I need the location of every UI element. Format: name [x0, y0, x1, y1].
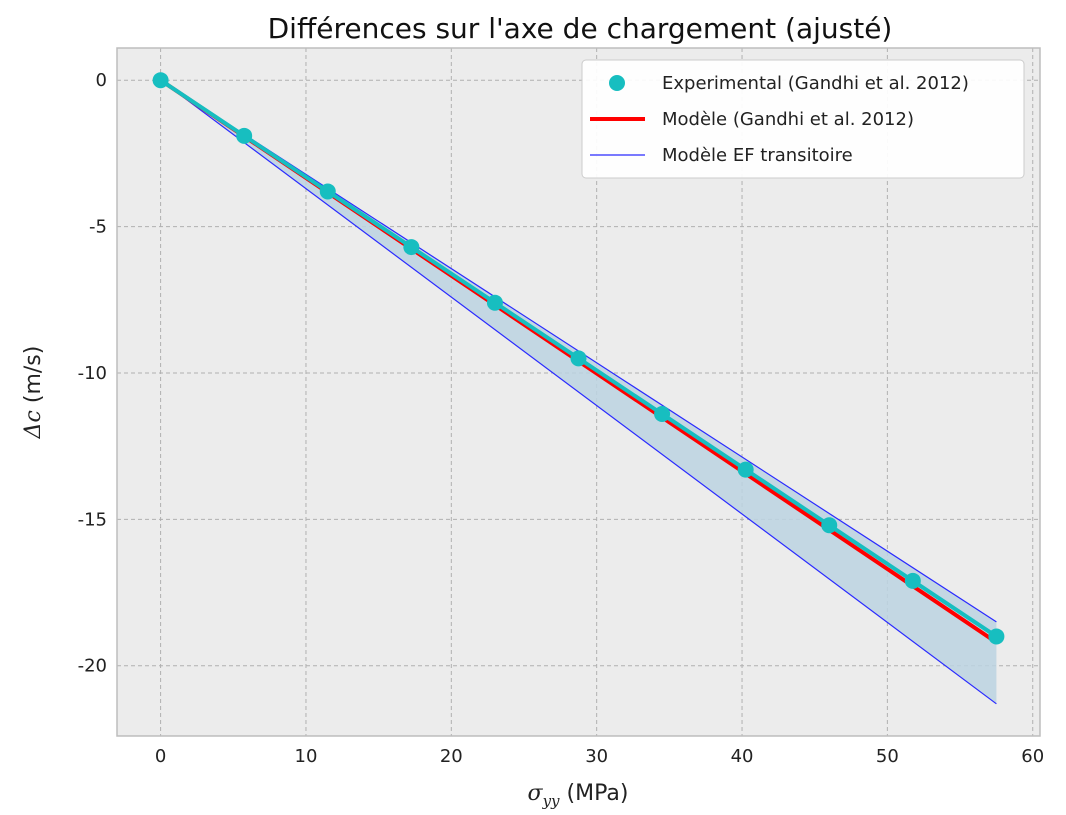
x-tick-label: 60	[1021, 746, 1044, 767]
experimental-point	[571, 350, 587, 366]
experimental-point	[236, 128, 252, 144]
y-axis-symbol: Δc	[21, 410, 46, 439]
experimental-point	[905, 573, 921, 589]
chart-title: Différences sur l'axe de chargement (aju…	[268, 12, 893, 45]
x-axis-symbol: σ	[528, 781, 544, 806]
x-axis-subscript: yy	[542, 792, 560, 810]
x-axis-label: σyy (MPa)	[528, 781, 629, 810]
legend-label-experimental: Experimental (Gandhi et al. 2012)	[662, 73, 969, 94]
legend-label-fe-model: Modèle EF transitoire	[662, 145, 853, 166]
experimental-point	[738, 462, 754, 478]
experimental-point	[487, 295, 503, 311]
experimental-point	[153, 72, 169, 88]
y-tick-label: -20	[78, 656, 107, 677]
experimental-point	[988, 628, 1004, 644]
y-tick-label: 0	[96, 70, 107, 91]
x-tick-label: 20	[440, 746, 463, 767]
x-tick-label: 50	[876, 746, 899, 767]
y-axis-unit: (m/s)	[21, 346, 46, 410]
x-tick-label: 40	[731, 746, 754, 767]
legend-label-model: Modèle (Gandhi et al. 2012)	[662, 109, 914, 130]
legend: Experimental (Gandhi et al. 2012) Modèle…	[582, 60, 1024, 178]
x-tick-label: 10	[295, 746, 318, 767]
x-axis-unit: (MPa)	[560, 781, 629, 806]
y-axis-label: Δc (m/s)	[21, 346, 46, 440]
y-tick-label: -10	[78, 363, 107, 384]
x-tick-label: 0	[155, 746, 166, 767]
experimental-point	[403, 239, 419, 255]
x-tick-label: 30	[585, 746, 608, 767]
y-tick-label: -5	[89, 217, 107, 238]
experimental-point	[654, 406, 670, 422]
y-tick-label: -15	[78, 509, 107, 530]
experimental-point	[821, 517, 837, 533]
experimental-point	[320, 183, 336, 199]
legend-marker-experimental	[609, 75, 625, 91]
